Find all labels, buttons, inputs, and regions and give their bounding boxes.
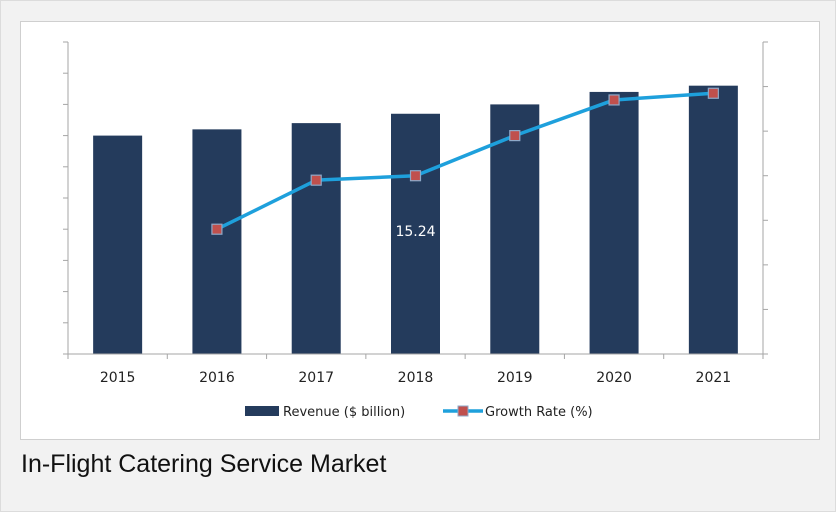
x-tick-label-2019: 2019: [497, 370, 533, 386]
legend-swatch-growth-marker: [457, 405, 469, 417]
revenue-bar-2020: [589, 91, 639, 355]
growth-rate-line: [216, 91, 714, 231]
revenue-bar-2017: [291, 123, 341, 355]
bars-layer: [93, 85, 738, 355]
growth-point-2021: [707, 87, 719, 99]
axes-layer: 2015 2016 2017 2018 2019 2020 2021: [63, 41, 768, 386]
legend-swatch-revenue: [245, 406, 279, 416]
x-tick-label-2020: 2020: [596, 370, 632, 386]
revenue-bar-2019: [490, 104, 540, 355]
labels-layer: 15.24: [395, 224, 435, 240]
figure-caption: In-Flight Catering Service Market: [21, 450, 387, 478]
x-tick-label-2018: 2018: [398, 370, 434, 386]
x-tick-label-2021: 2021: [696, 370, 732, 386]
data-label-2018: 15.24: [395, 224, 435, 240]
x-tick-label-2015: 2015: [100, 370, 136, 386]
growth-point-2017: [310, 174, 322, 186]
legend: Revenue ($ billion) Growth Rate (%): [245, 405, 593, 420]
combo-chart: 2015 2016 2017 2018 2019 2020 2021 15.24 Reven…: [63, 41, 768, 420]
revenue-bar-2021: [688, 85, 738, 355]
revenue-bar-2016: [192, 129, 242, 354]
x-tick-label-2017: 2017: [298, 370, 334, 386]
growth-line-layer: [211, 87, 719, 235]
growth-point-2016: [211, 223, 223, 235]
growth-point-2018: [409, 170, 422, 182]
x-tick-label-2016: 2016: [199, 370, 235, 386]
legend-label-revenue: Revenue ($ billion): [283, 405, 405, 420]
chart-container: 2015 2016 2017 2018 2019 2020 2021 15.24 Reven…: [20, 21, 820, 440]
revenue-bar-2018: [391, 113, 440, 354]
legend-label-growth: Growth Rate (%): [485, 405, 593, 420]
growth-point-2019: [509, 129, 521, 142]
growth-point-2020: [608, 94, 620, 106]
revenue-bar-2015: [93, 135, 143, 354]
